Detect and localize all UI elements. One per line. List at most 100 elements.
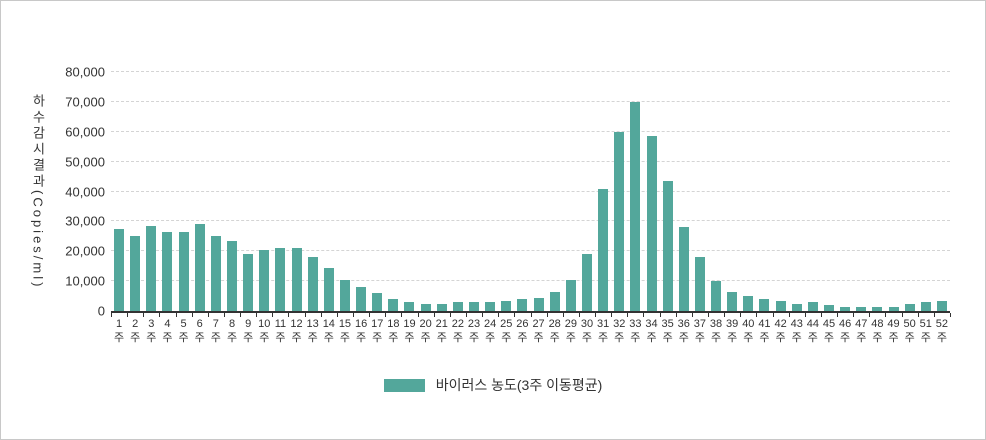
x-label-number: 24 xyxy=(484,318,497,330)
bar-week-25 xyxy=(501,300,512,311)
bar-slot xyxy=(756,72,772,311)
y-tick-label: 20,000 xyxy=(65,243,105,259)
x-label-suffix: 주 xyxy=(791,332,802,344)
bar-slot xyxy=(837,72,853,311)
x-label-week-27: 27 주 xyxy=(531,317,547,345)
x-label-suffix: 주 xyxy=(114,332,125,344)
axis-tick xyxy=(514,313,516,317)
bar-slot xyxy=(724,72,740,311)
legend-label: 바이러스 농도(3주 이동평균) xyxy=(435,377,603,393)
axis-tick xyxy=(724,313,726,317)
x-label-number: 47 xyxy=(855,318,868,330)
bar-week-28 xyxy=(549,291,560,311)
x-label-week-38: 38 주 xyxy=(708,317,724,345)
x-label-suffix: 주 xyxy=(468,332,480,344)
bar-week-14 xyxy=(323,267,334,311)
x-label-number: 41 xyxy=(758,318,771,330)
x-label-suffix: 주 xyxy=(936,332,947,344)
x-label-week-52: 52 주 xyxy=(934,317,950,345)
x-label-number: 34 xyxy=(645,318,658,330)
bar-slot xyxy=(224,72,240,311)
gridline xyxy=(111,130,950,132)
bar-week-10 xyxy=(259,249,270,311)
bar-slot xyxy=(934,72,950,311)
x-label-number: 16 xyxy=(354,318,368,330)
bar-slot xyxy=(579,72,595,311)
x-label-week-13: 13 주 xyxy=(305,317,321,345)
bar-slot xyxy=(434,72,450,311)
x-label-number: 19 xyxy=(403,318,416,330)
bar-slot xyxy=(482,72,498,311)
x-label-suffix: 주 xyxy=(710,332,722,344)
bar-slot xyxy=(450,72,466,311)
x-label-number: 51 xyxy=(919,318,932,330)
axis-tick xyxy=(175,313,177,317)
bar-slot xyxy=(208,72,224,311)
gridline xyxy=(111,280,950,282)
bar-week-36 xyxy=(678,227,689,311)
axis-tick xyxy=(159,313,161,317)
bar-week-32 xyxy=(614,131,625,311)
axis-tick xyxy=(627,313,629,317)
x-label-number: 5 xyxy=(180,318,187,330)
axis-tick xyxy=(837,313,839,317)
axis-tick xyxy=(433,313,435,317)
x-label-week-46: 46 주 xyxy=(837,317,853,345)
bar-slot xyxy=(385,72,401,311)
x-label-suffix: 주 xyxy=(533,332,544,344)
x-label-number: 7 xyxy=(212,318,219,330)
axis-tick xyxy=(449,313,451,317)
x-label-number: 9 xyxy=(245,318,252,330)
x-label-week-50: 50 주 xyxy=(902,317,918,345)
x-axis-ticks xyxy=(111,313,951,317)
bar-week-6 xyxy=(194,224,205,311)
bar-slot xyxy=(821,72,837,311)
bar-week-38 xyxy=(711,281,722,311)
bar-week-2 xyxy=(130,236,141,311)
x-label-number: 40 xyxy=(742,318,755,330)
bar-slot xyxy=(337,72,353,311)
x-label-suffix: 주 xyxy=(307,332,318,344)
y-axis-title-text: 하수감시결과(Copies/ml) xyxy=(30,93,46,290)
bar-slot xyxy=(918,72,934,311)
axis-tick xyxy=(369,313,371,317)
x-label-number: 43 xyxy=(790,318,803,330)
bar-week-1 xyxy=(114,228,125,311)
x-label-week-44: 44 주 xyxy=(805,317,821,345)
x-label-suffix: 주 xyxy=(775,332,786,344)
bar-week-40 xyxy=(743,296,754,311)
x-label-week-48: 48 주 xyxy=(869,317,885,345)
x-label-week-40: 40 주 xyxy=(740,317,756,345)
bar-week-4 xyxy=(162,231,173,311)
axis-tick xyxy=(272,313,274,317)
axis-tick xyxy=(127,313,129,317)
bar-slot xyxy=(547,72,563,311)
x-label-number: 6 xyxy=(196,318,203,330)
axis-tick xyxy=(707,313,709,317)
x-label-number: 39 xyxy=(726,318,739,330)
x-label-number: 33 xyxy=(629,318,642,330)
x-label-suffix: 주 xyxy=(727,332,738,344)
x-label-number: 31 xyxy=(596,318,610,330)
bar-slot xyxy=(902,72,918,311)
axis-tick xyxy=(482,313,484,317)
axis-tick xyxy=(917,313,919,317)
axis-tick xyxy=(320,313,322,317)
gridline xyxy=(111,190,950,192)
x-label-suffix: 주 xyxy=(162,332,173,344)
gridline xyxy=(111,100,950,102)
x-label-suffix: 주 xyxy=(565,332,576,344)
x-label-week-22: 22 주 xyxy=(450,317,466,345)
bar-week-11 xyxy=(275,248,286,311)
axis-tick xyxy=(256,313,258,317)
y-tick-label: 80,000 xyxy=(65,64,105,80)
x-label-suffix: 주 xyxy=(323,332,334,344)
y-tick-label: 70,000 xyxy=(65,94,105,110)
x-label-number: 46 xyxy=(838,318,852,330)
x-label-suffix: 주 xyxy=(388,332,399,344)
